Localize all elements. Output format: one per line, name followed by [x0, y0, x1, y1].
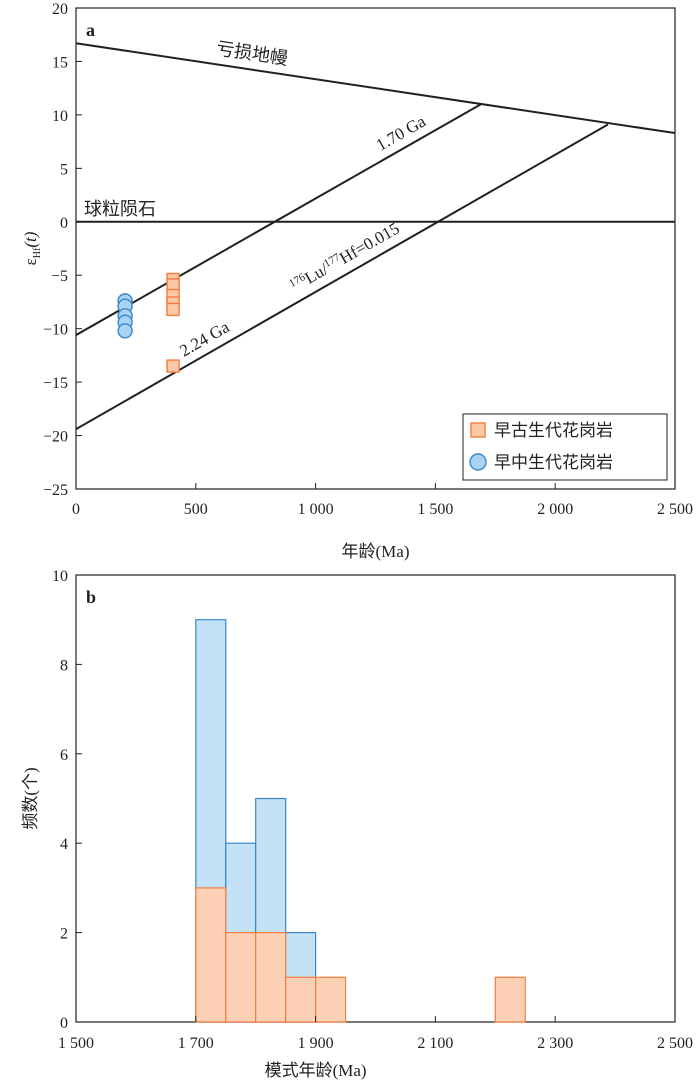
y-tick-label: 8	[60, 657, 68, 674]
y-tick-label: 2	[60, 926, 68, 943]
series-early-paleozoic	[166, 272, 180, 373]
y-tick-label: −15	[43, 375, 68, 392]
histogram-bar	[285, 976, 317, 1023]
y-tick-label: −5	[51, 268, 68, 285]
x-tick-label: 1 500	[58, 1035, 94, 1052]
x-tick-label: 1 000	[298, 501, 334, 518]
series-early-paleozoic	[195, 887, 526, 1023]
x-tick-label: 1 700	[178, 1035, 214, 1052]
y-axis-label: εHf(t)	[21, 231, 43, 265]
y-tick-label: 0	[60, 1015, 68, 1032]
depleted-mantle-label: 亏损地幔	[215, 38, 289, 68]
histogram-bar	[255, 931, 287, 1023]
data-point	[166, 302, 180, 317]
line-2-24-label: 2.24 Ga	[176, 317, 233, 360]
legend-label: 早中生代花岗岩	[494, 453, 613, 472]
y-tick-label: 15	[52, 54, 68, 71]
x-tick-label: 1 900	[298, 1035, 334, 1052]
x-axis-label: 模式年龄(Ma)	[265, 1061, 367, 1080]
y-tick-label: 20	[52, 1, 68, 18]
plot-frame	[75, 7, 676, 490]
x-tick-label: 2 500	[657, 501, 693, 518]
y-tick-label: 4	[60, 836, 68, 853]
legend-marker	[470, 422, 486, 438]
legend-label: 早古生代花岗岩	[494, 421, 613, 440]
y-tick-label: 10	[52, 568, 68, 585]
data-point	[117, 323, 133, 339]
legend-frame	[462, 413, 668, 481]
reference-lines	[76, 42, 675, 431]
panel-b: 1 500 1 700 1 900 2 100 2 300 2 500 0 2 4 6 8 10 模式年…	[21, 568, 693, 1080]
y-tick-label: −20	[43, 429, 68, 446]
x-tick-label: 1 500	[417, 501, 453, 518]
data-point	[166, 359, 180, 373]
y-tick-label: 10	[52, 108, 68, 125]
panel-label: b	[86, 587, 96, 607]
y-tick-label: 5	[60, 161, 68, 178]
x-axis-label: 年龄(Ma)	[342, 542, 410, 561]
x-tick-label: 2 100	[417, 1035, 453, 1052]
reference-line-line_2_24	[76, 123, 609, 431]
line-1-70-label: 1.70 Ga	[373, 111, 430, 154]
y-tick-label: −25	[43, 482, 68, 499]
panel-label: a	[86, 20, 95, 40]
x-tick-label: 2 000	[537, 501, 573, 518]
histogram-bar	[225, 931, 257, 1023]
reference-line-depleted_mantle	[76, 42, 675, 135]
x-tick-label: 500	[184, 501, 208, 518]
x-tick-label: 2 300	[537, 1035, 573, 1052]
histogram-bar	[195, 887, 227, 1023]
reference-line-line_1_70	[76, 103, 482, 336]
histogram-bar	[494, 976, 526, 1023]
y-tick-label: 0	[60, 215, 68, 232]
y-tick-label: −10	[43, 322, 68, 339]
x-tick-label: 2 500	[657, 1035, 693, 1052]
chondrite-label: 球粒陨石	[84, 199, 156, 219]
x-tick-label: 0	[72, 501, 80, 518]
ratio-annotation: 176Lu/177Hf=0.015	[287, 219, 403, 296]
y-axis-label: 频数(个)	[21, 767, 40, 829]
legend-marker	[469, 453, 487, 471]
histogram-bar	[315, 976, 347, 1023]
panel-a: 0 500 1 000 1 500 2 000 2 500 −25 −20 −15 −10 −5 0 5…	[21, 1, 693, 561]
series-early-mesozoic	[117, 293, 133, 339]
y-tick-label: 6	[60, 747, 68, 764]
plot-frame	[75, 574, 676, 1023]
